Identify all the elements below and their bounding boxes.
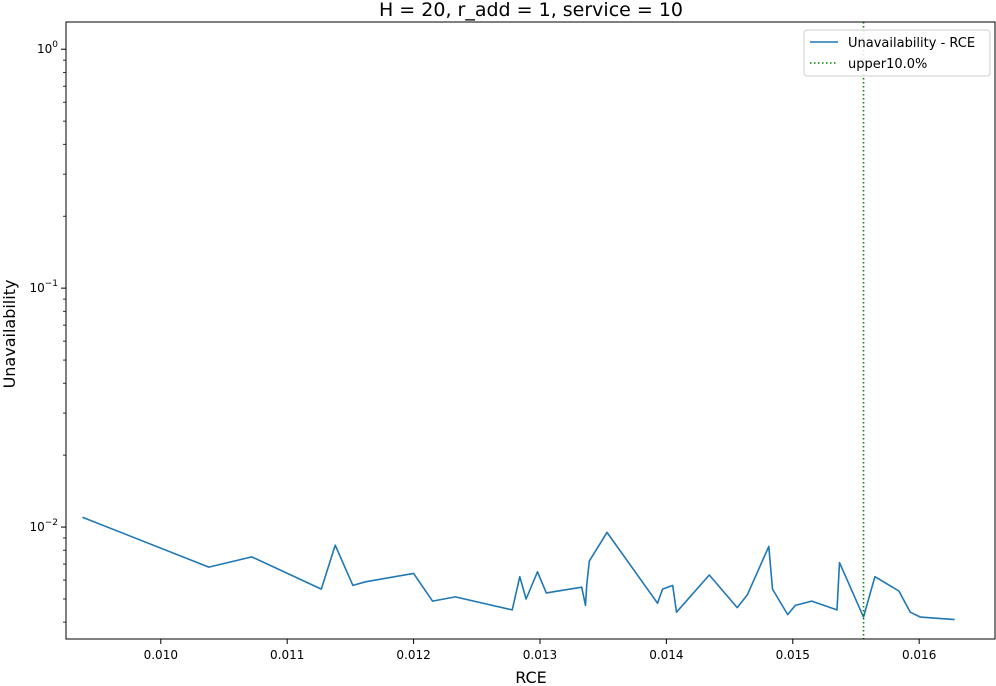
- chart-title: H = 20, r_add = 1, service = 10: [379, 0, 683, 21]
- x-axis-ticks: 0.010 0.011 0.012 0.013 0.014 0.015 0.016: [144, 639, 936, 662]
- plot-area: [66, 22, 995, 639]
- series-layer: [82, 516, 955, 621]
- x-axis-label: RCE: [515, 668, 547, 686]
- x-tick-label: 0.010: [144, 648, 178, 662]
- legend-label-series: Unavailability - RCE: [848, 36, 975, 51]
- x-tick-label: 0.015: [776, 648, 810, 662]
- series-line-0: [82, 516, 955, 621]
- legend-label-vline: upper10.0%: [848, 57, 927, 72]
- x-tick-label: 0.016: [902, 648, 936, 662]
- legend-box: [803, 29, 991, 77]
- x-tick-label: 0.014: [649, 648, 683, 662]
- x-tick-label: 0.011: [270, 648, 304, 662]
- plot-frame: [65, 21, 996, 640]
- legend: Unavailability - RCE upper10.0%: [803, 29, 991, 77]
- x-tick-label: 0.013: [523, 648, 557, 662]
- x-tick-label: 0.012: [396, 648, 430, 662]
- y-axis-label: Unavailability: [0, 280, 19, 389]
